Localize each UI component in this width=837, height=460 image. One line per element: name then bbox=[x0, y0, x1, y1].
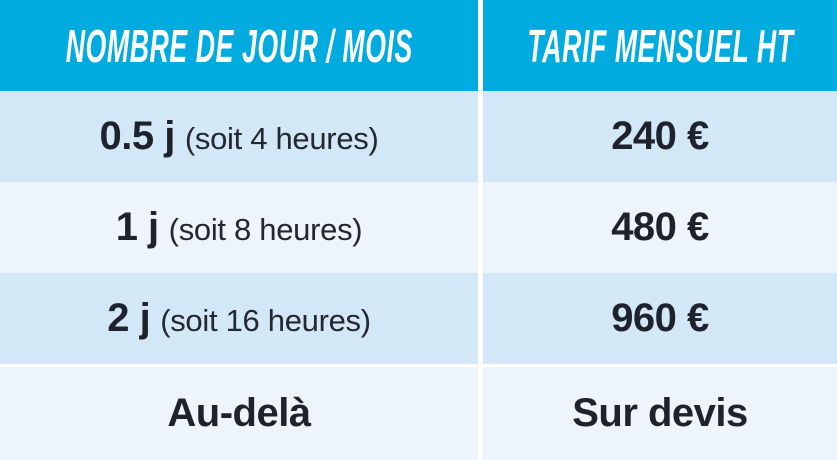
days-line: 1 j (soit 8 heures) bbox=[116, 205, 363, 250]
days-value: 2 j bbox=[107, 296, 151, 340]
days-cell-row3: 2 j (soit 16 heures) bbox=[0, 273, 478, 364]
row-divider bbox=[0, 364, 837, 367]
column-divider bbox=[478, 91, 483, 182]
column-divider bbox=[478, 182, 483, 273]
header-cell-days: NOMBRE DE JOUR / MOIS bbox=[0, 0, 478, 91]
column-divider bbox=[478, 0, 483, 91]
days-note: (soit 16 heures) bbox=[160, 303, 371, 338]
price-cell-row4: Sur devis bbox=[483, 367, 837, 460]
days-value: 0.5 j bbox=[99, 114, 176, 158]
days-note: (soit 8 heures) bbox=[168, 212, 363, 247]
days-cell-row1: 0.5 j (soit 4 heures) bbox=[0, 91, 478, 182]
days-value: 1 j bbox=[115, 205, 159, 249]
days-value: Au-delà bbox=[167, 391, 311, 435]
days-cell-row4: Au-delà bbox=[0, 367, 478, 460]
days-note: (soit 4 heures) bbox=[184, 121, 379, 156]
days-line: 2 j (soit 16 heures) bbox=[107, 296, 371, 341]
price-cell-row3: 960 € bbox=[483, 273, 837, 364]
price-value: 480 € bbox=[611, 205, 709, 249]
days-cell-row2: 1 j (soit 8 heures) bbox=[0, 182, 478, 273]
price-value: 960 € bbox=[611, 296, 709, 340]
price-cell-row1: 240 € bbox=[483, 91, 837, 182]
price-value: Sur devis bbox=[572, 391, 748, 435]
days-line: 0.5 j (soit 4 heures) bbox=[100, 114, 379, 159]
header-cell-price: TARIF MENSUEL HT bbox=[483, 0, 837, 91]
header-label-days: NOMBRE DE JOUR / MOIS bbox=[65, 19, 413, 72]
price-value: 240 € bbox=[611, 114, 709, 158]
price-cell-row2: 480 € bbox=[483, 182, 837, 273]
column-divider bbox=[478, 367, 483, 460]
days-line: Au-delà bbox=[167, 391, 311, 436]
column-divider bbox=[478, 273, 483, 364]
header-label-price: TARIF MENSUEL HT bbox=[526, 19, 794, 72]
